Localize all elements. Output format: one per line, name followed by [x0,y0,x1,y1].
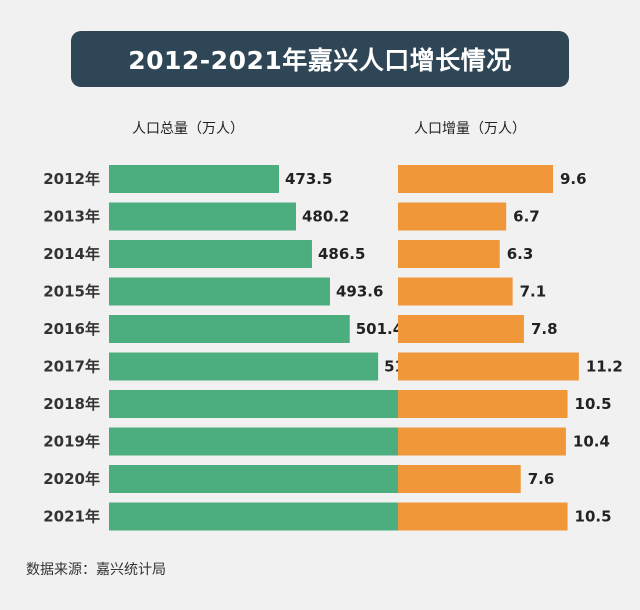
total-bar [109,240,312,268]
category-label: 2012年 [43,170,100,188]
increase-data-label: 9.6 [560,170,587,188]
increase-bar [398,427,566,456]
increase-data-label: 7.6 [528,470,555,488]
total-bar [109,427,432,456]
increase-bar [398,465,521,493]
increase-data-label: 7.1 [520,283,547,301]
increase-data-label: 10.5 [575,508,612,526]
increase-bar [398,202,507,231]
category-label: 2021年 [43,508,100,526]
category-label: 2015年 [43,283,100,301]
total-data-label: 493.6 [336,283,383,301]
total-bar [109,315,350,343]
category-label: 2019年 [43,433,100,451]
total-bar [109,165,279,193]
increase-data-label: 7.8 [531,320,558,338]
category-label: 2017年 [43,358,100,376]
increase-data-label: 6.7 [513,208,540,226]
total-bar [109,352,379,381]
category-label: 2013年 [43,208,100,226]
total-data-label: 480.2 [302,208,349,226]
increase-bar [398,352,579,381]
increase-bar [398,502,568,531]
total-bar [109,202,296,231]
increase-bar [398,315,524,343]
increase-bar [398,240,500,268]
chart-title: 2012-2021年嘉兴人口增长情况 [71,31,569,87]
total-bar [109,390,405,418]
category-label: 2018年 [43,395,100,413]
total-data-label: 501.4 [356,320,403,338]
data-source: 数据来源：嘉兴统计局 [26,562,166,578]
total-bar [109,277,330,306]
increase-bar [398,165,553,193]
increase-bar [398,277,513,306]
category-label: 2016年 [43,320,100,338]
total-panel-title: 人口总量（万人） [132,121,244,137]
category-label: 2014年 [43,245,100,263]
total-bar [109,465,451,493]
increase-data-label: 11.2 [586,358,623,376]
increase-bar [398,390,568,418]
total-data-label: 473.5 [285,170,332,188]
increase-data-label: 6.3 [507,245,534,263]
increase-data-label: 10.5 [575,395,612,413]
category-label: 2020年 [43,470,100,488]
increase-data-label: 10.4 [573,433,610,451]
total-data-label: 486.5 [318,245,365,263]
increase-panel-title: 人口增量（万人） [414,121,526,137]
